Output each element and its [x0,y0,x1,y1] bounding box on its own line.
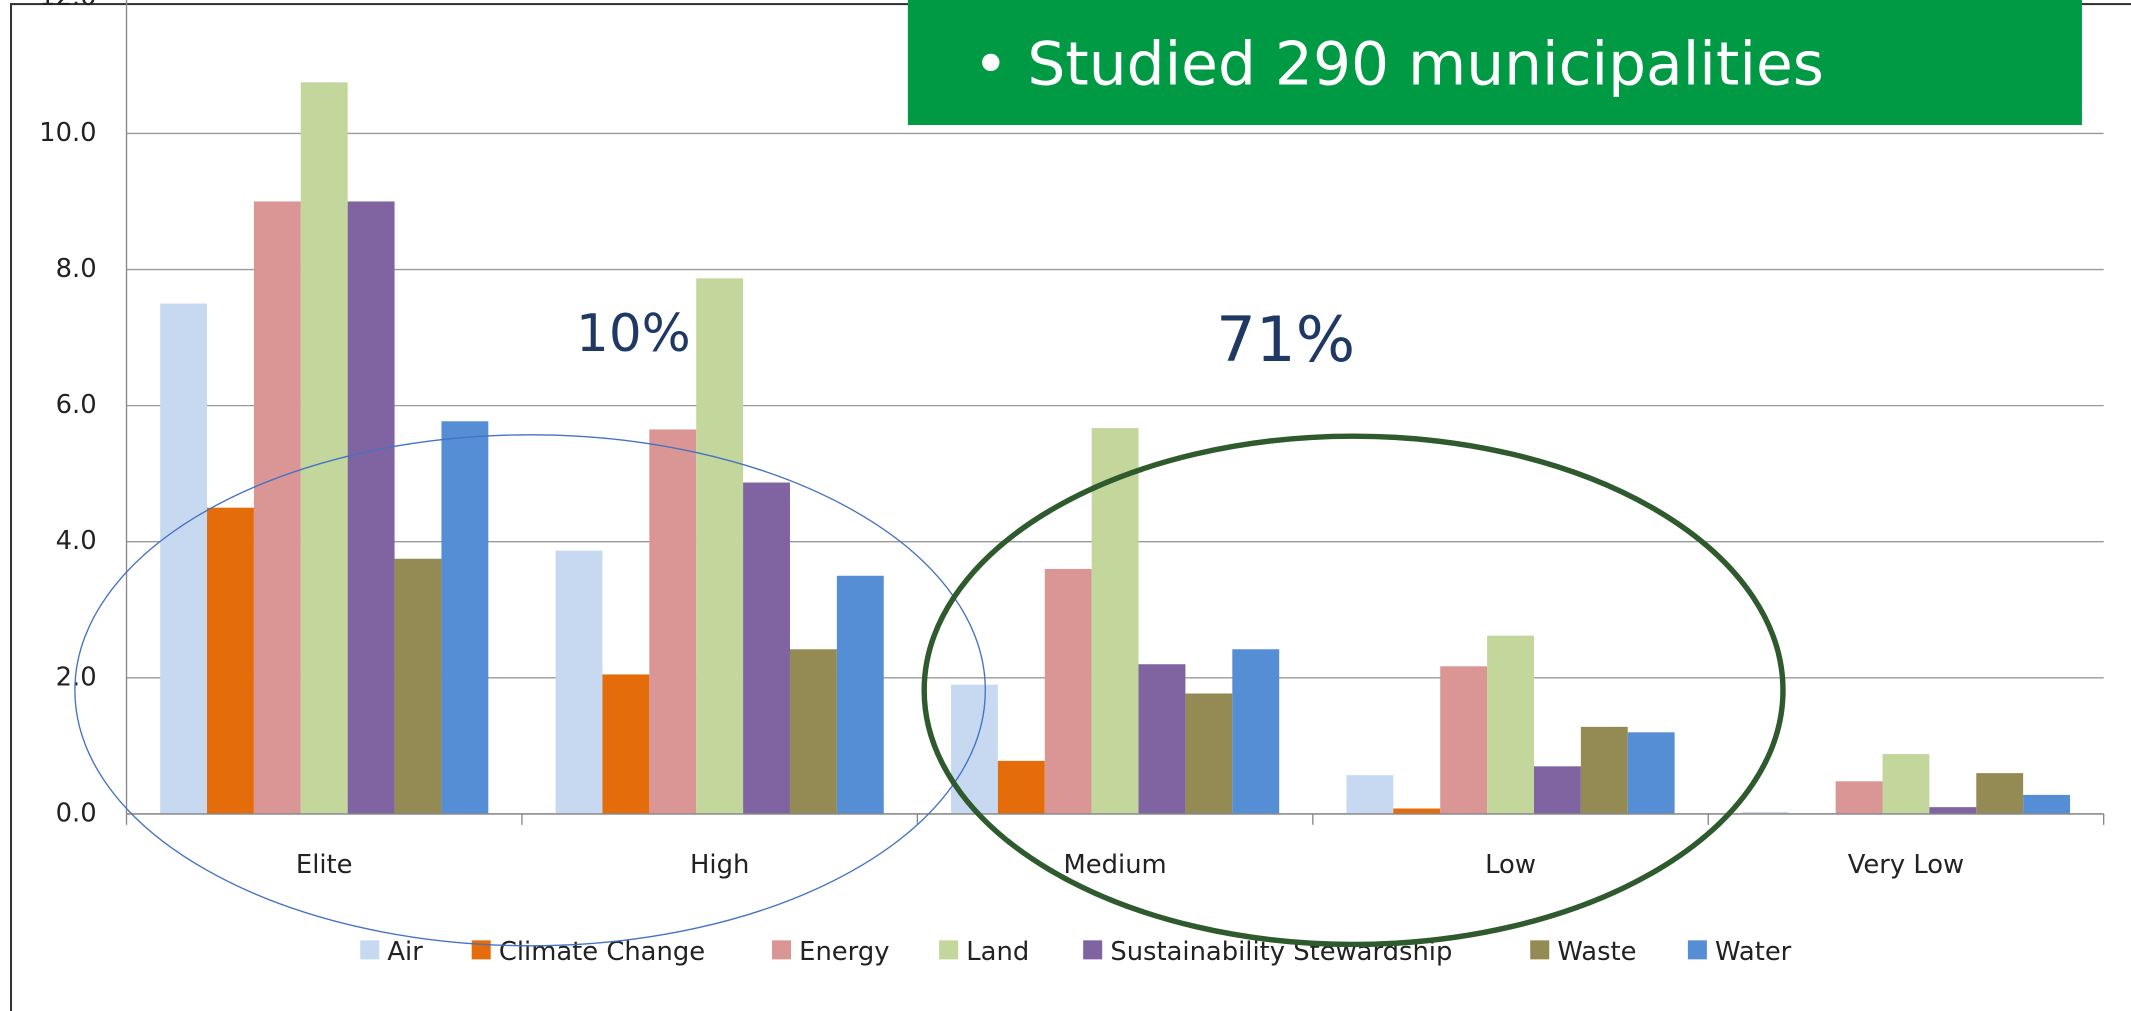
bar [743,482,790,814]
bar [836,575,884,814]
bar [1185,693,1233,814]
bar [1440,666,1488,814]
bar [1929,807,1977,814]
bar [441,421,489,814]
legend-label: Water [1715,937,1792,967]
bar [997,760,1045,814]
legend-label: Climate Change [499,937,705,967]
legend-swatch [939,940,959,960]
bar [789,649,837,814]
legend-swatch [1687,940,1707,960]
x-tick-label: Very Low [1848,850,1964,880]
x-tick-label: Elite [296,850,353,880]
bar [951,684,998,814]
bar [207,507,254,814]
legend-swatch [1530,940,1550,960]
bar [300,82,348,814]
bar [253,201,301,814]
legend-swatch [471,940,491,960]
y-tick-label: 6.0 [56,390,97,420]
bar [347,201,395,814]
x-tick-label: Low [1485,850,1536,880]
annotation: 10% [576,304,691,364]
y-tick-label: 0.0 [56,798,97,828]
highlight-ellipse [74,434,987,947]
legend-swatch [771,940,792,960]
bar [1091,428,1139,814]
highlight-ellipse [921,433,1786,948]
y-tick-label: 10.0 [39,118,96,148]
legend-label: Energy [799,937,889,967]
bar [1487,635,1534,814]
y-tick-label: 12.0 [39,0,96,12]
bar [1533,766,1581,814]
bar [1044,568,1092,814]
legend-label: Waste [1557,937,1636,967]
banner-box [907,0,2082,126]
x-tick-label: Medium [1064,850,1167,880]
bar [160,303,208,814]
annotation: 71% [1216,303,1355,376]
legend-swatch [360,940,380,960]
bar [1393,808,1441,814]
bar [696,278,744,814]
y-tick-label: 4.0 [56,526,97,556]
bar [1741,811,1789,814]
bar [1976,773,2024,814]
banner: • Studied 290 municipalities [973,31,1824,100]
y-tick-label: 8.0 [56,254,97,284]
bar [1138,664,1186,814]
bar [2023,794,2071,814]
bar [602,674,650,814]
bar [1346,775,1394,814]
bar [1882,754,1930,814]
bar [649,429,697,814]
bar [555,550,603,814]
bar [1835,781,1883,814]
legend-swatch [1083,940,1103,960]
bar [1627,732,1675,814]
legend-label: Land [966,937,1029,967]
bar [394,558,442,814]
bar [1580,726,1628,814]
legend-label: Air [387,937,423,967]
bar [1232,649,1280,814]
x-tick-label: High [690,850,749,880]
